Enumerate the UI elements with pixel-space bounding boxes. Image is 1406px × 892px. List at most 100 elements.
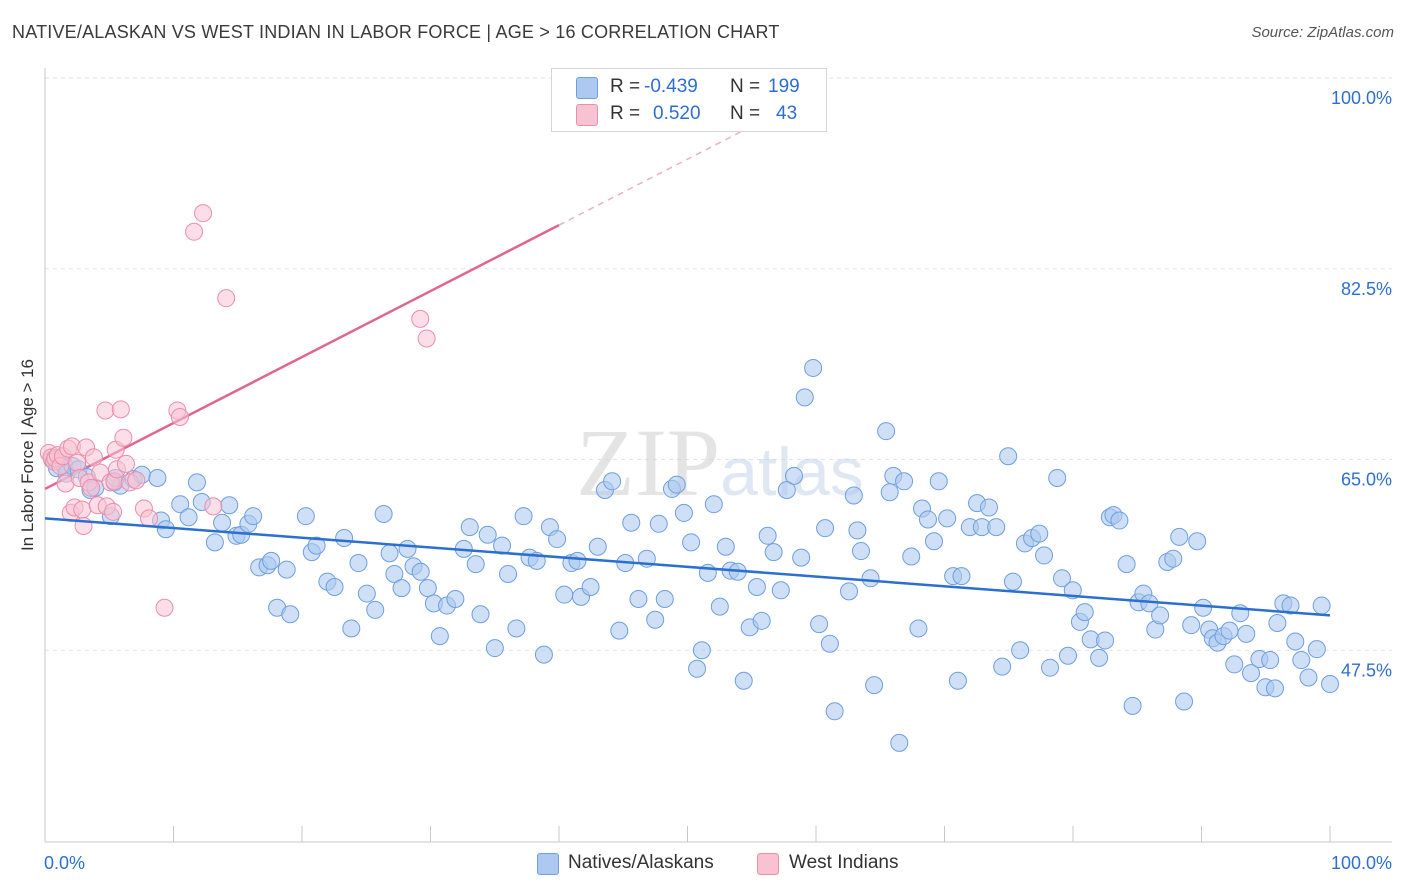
natives-point — [948, 671, 967, 690]
natives-point — [205, 533, 224, 552]
natives-point — [747, 578, 766, 597]
natives-point — [980, 498, 999, 517]
west-indians-point — [84, 448, 103, 467]
natives-point — [1035, 546, 1054, 565]
natives-point — [1164, 549, 1183, 568]
natives-point — [825, 702, 844, 721]
natives-point — [171, 495, 190, 514]
west-indians-point — [140, 509, 159, 528]
natives-point — [795, 388, 814, 407]
legend-r-value: -0.439 — [644, 76, 698, 97]
natives-point — [771, 581, 790, 600]
natives-point — [430, 627, 449, 646]
natives-point — [325, 578, 344, 597]
legend-n-value: 43 — [776, 103, 798, 124]
natives-point — [792, 548, 811, 567]
natives-point — [1151, 606, 1170, 625]
natives-point — [588, 537, 607, 556]
natives-point — [716, 537, 735, 556]
west-indians-point — [73, 500, 92, 519]
legend-r-label: R = — [610, 76, 641, 97]
natives-point — [385, 564, 404, 583]
natives-point — [1170, 527, 1189, 546]
natives-point — [692, 641, 711, 660]
natives-point — [568, 551, 587, 570]
natives-point — [734, 671, 753, 690]
natives-point — [1123, 696, 1142, 715]
west-indians-point — [127, 471, 146, 490]
natives-point — [1052, 569, 1071, 588]
natives-point — [646, 610, 665, 629]
natives-point — [156, 520, 175, 539]
natives-point — [851, 542, 870, 561]
natives-point — [392, 579, 411, 598]
natives-point — [649, 514, 668, 533]
natives-point — [674, 503, 693, 522]
legend-n-label: N = — [730, 76, 761, 97]
natives-point — [880, 483, 899, 502]
legend-swatch-west-indians — [576, 104, 598, 126]
natives-point — [909, 619, 928, 638]
natives-point — [877, 422, 896, 441]
natives-point — [1096, 631, 1115, 650]
natives-point — [1237, 624, 1256, 643]
natives-point — [987, 518, 1006, 537]
natives-point — [1003, 572, 1022, 591]
west-indians-trend-extension — [558, 92, 817, 226]
natives-point — [148, 469, 167, 488]
natives-point — [999, 447, 1018, 466]
source-label: Source: ZipAtlas.com — [1251, 24, 1394, 41]
natives-point — [1321, 675, 1339, 694]
natives-point — [610, 621, 629, 640]
legend-n-label: N = — [730, 103, 761, 124]
west-indians-point — [217, 289, 236, 308]
natives-point — [1188, 532, 1207, 551]
natives-point — [460, 518, 479, 537]
west-indians-trend — [44, 92, 817, 491]
west-indians-point — [116, 454, 135, 473]
x-tick-label: 100.0% — [1331, 853, 1392, 873]
natives-point — [1307, 640, 1326, 659]
legend: R = -0.439 N = 199 R = 0.520 N = 43 — [551, 68, 827, 132]
west-indians-point — [104, 502, 123, 521]
natives-point — [844, 486, 863, 505]
natives-point — [220, 496, 239, 515]
natives-point — [993, 657, 1012, 676]
natives-point — [804, 358, 823, 377]
natives-point — [1292, 651, 1311, 670]
natives-point — [952, 567, 971, 586]
natives-point — [810, 615, 829, 634]
natives-point — [682, 533, 701, 552]
natives-point — [603, 472, 622, 491]
natives-point — [398, 539, 417, 558]
natives-point — [1048, 469, 1067, 488]
natives-point — [890, 733, 909, 752]
natives-point — [514, 507, 533, 526]
tick-labels: 100.0% 82.5% 65.0% 47.5% 0.0% 100.0% — [44, 88, 1392, 873]
west-indians-point — [82, 478, 101, 497]
natives-point — [507, 619, 526, 638]
natives-point — [471, 605, 490, 624]
natives-point — [655, 590, 674, 609]
natives-point — [281, 605, 300, 624]
natives-point — [710, 597, 729, 616]
natives-point — [349, 554, 368, 573]
natives-point — [1261, 651, 1280, 670]
natives-point — [1268, 614, 1287, 632]
natives-point — [816, 519, 835, 538]
natives-point — [1175, 692, 1194, 711]
natives-point — [1265, 679, 1284, 698]
natives-point — [1030, 524, 1049, 543]
natives-point — [296, 507, 315, 526]
west-indians-point — [411, 309, 430, 328]
natives-point — [466, 555, 485, 574]
legend-r-label: R = — [610, 103, 641, 124]
natives-point — [1011, 641, 1030, 660]
natives-point — [1220, 621, 1239, 640]
natives-point — [1075, 603, 1094, 622]
chart-title: NATIVE/ALASKAN VS WEST INDIAN IN LABOR F… — [12, 22, 780, 42]
west-indians-point — [170, 407, 189, 426]
natives-point — [1281, 596, 1300, 615]
natives-point — [446, 590, 465, 609]
natives-point — [380, 544, 399, 563]
